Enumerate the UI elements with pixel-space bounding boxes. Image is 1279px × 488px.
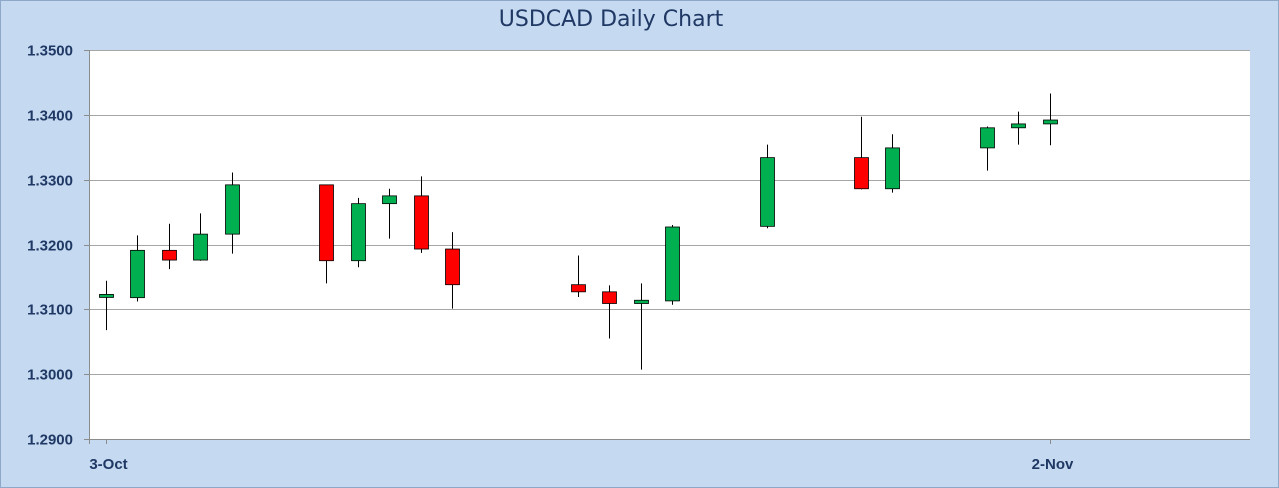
candle-body [1011, 123, 1026, 129]
candle-body [885, 147, 900, 190]
candle-body [414, 195, 429, 250]
candle-body [571, 284, 586, 293]
candle-body [760, 157, 775, 227]
candle-body [225, 184, 240, 235]
chart-title: USDCAD Daily Chart [498, 7, 724, 32]
candle-body [445, 248, 460, 286]
candle-body [193, 233, 208, 261]
candle-body [602, 291, 617, 304]
candle-body [382, 195, 397, 205]
candle-body [130, 249, 145, 299]
x-tick-label: 2-Nov [1032, 456, 1074, 473]
y-tick-label: 1.3500 [27, 43, 73, 60]
y-tick-label: 1.3300 [27, 173, 73, 190]
candle-body [319, 184, 334, 262]
y-tick-label: 1.3000 [27, 367, 73, 384]
x-tick-label: 3-Oct [89, 456, 127, 473]
y-tick-label: 1.3100 [27, 302, 73, 319]
candle-body [634, 299, 649, 304]
candle-body [99, 294, 114, 298]
candle-body [980, 127, 995, 149]
candle-body [665, 226, 680, 302]
candle-body [351, 203, 366, 262]
candle-body [1043, 119, 1058, 125]
y-tick-label: 1.2900 [27, 432, 73, 449]
y-tick-label: 1.3200 [27, 238, 73, 255]
candle-body [162, 249, 177, 261]
candle-body [854, 157, 869, 190]
y-tick-label: 1.3400 [27, 108, 73, 125]
